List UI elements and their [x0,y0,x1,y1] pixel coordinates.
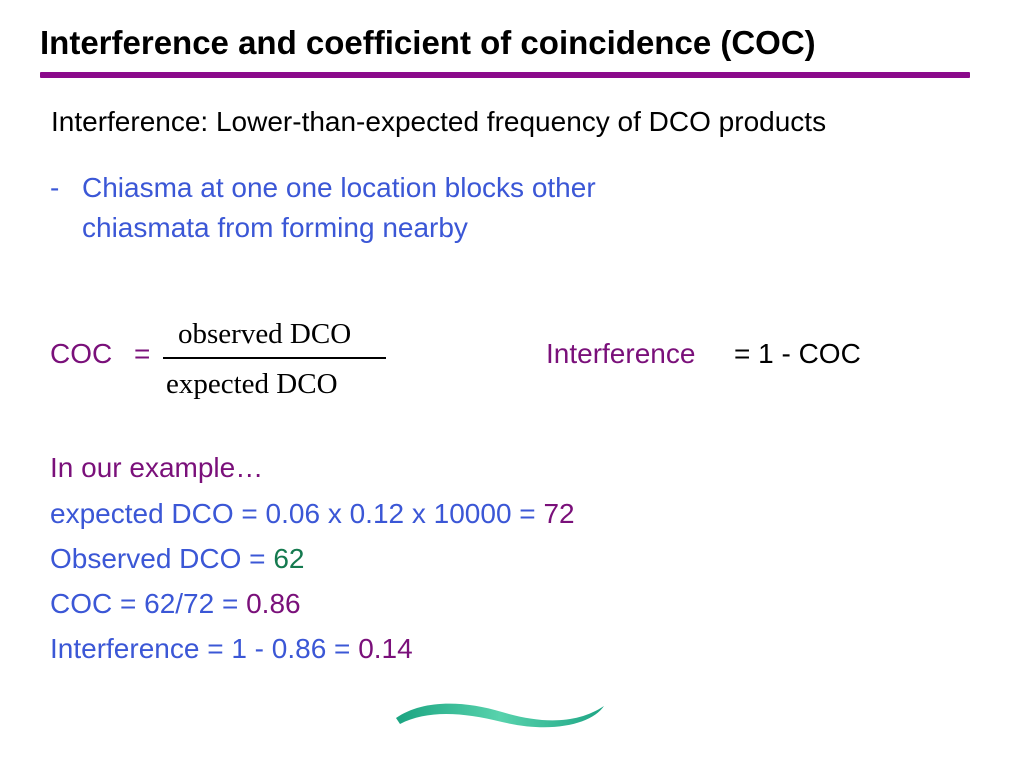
bullet-marker: - [50,172,60,203]
example-line-interference: Interference = 1 - 0.86 = 0.14 [50,633,413,665]
coc-equals-sign: = [134,338,151,369]
bullet-text-line-2: chiasmata from forming nearby [82,212,468,243]
teal-swoosh-icon [396,703,604,728]
slide-title: Interference and coefficient of coincide… [40,24,816,61]
example-line-2-value: 62 [273,543,305,574]
interference-formula-label: Interference [546,338,696,369]
example-line-4-value: 0.14 [358,633,413,664]
fraction-numerator: observed DCO [178,318,352,350]
example-line-1-text: expected DCO = 0.06 x 0.12 x 10000 = [50,498,544,529]
coc-label: COC [50,338,113,369]
fraction-denominator: expected DCO [166,368,338,400]
fraction-bar [163,357,386,359]
example-line-expected-dco: expected DCO = 0.06 x 0.12 x 10000 = 72 [50,498,575,530]
interference-formula-expression: = 1 - COC [734,338,861,369]
example-line-4-text: Interference = 1 - 0.86 = [50,633,359,664]
example-line-3-text: COC = 62/72 = [50,588,247,619]
example-heading: In our example… [50,452,264,483]
example-line-3-value: 0.86 [246,588,301,619]
bullet-text-line-1: Chiasma at one one location blocks other [82,172,596,203]
title-underline [40,72,970,78]
example-line-1-value: 72 [543,498,575,529]
example-line-observed-dco: Observed DCO = 62 [50,543,304,575]
example-line-2-text: Observed DCO = [50,543,274,574]
interference-definition: Interference: Lower-than-expected freque… [51,106,827,137]
example-line-coc: COC = 62/72 = 0.86 [50,588,301,620]
